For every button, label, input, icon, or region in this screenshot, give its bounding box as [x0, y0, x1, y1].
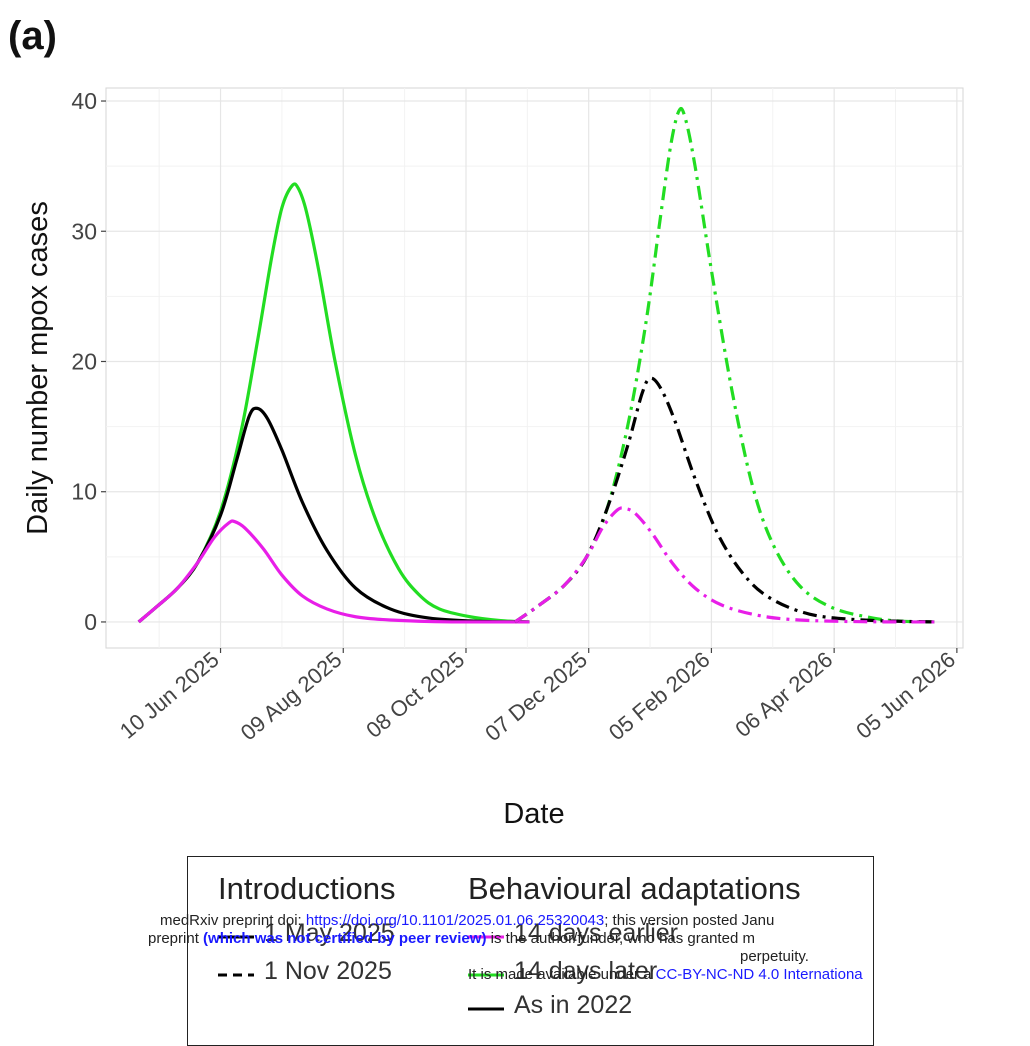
series-layer [137, 106, 935, 624]
x-tick-label: 08 Oct 2025 [361, 647, 469, 743]
y-tick-label: 20 [71, 348, 97, 374]
grid-minor [106, 88, 963, 648]
license-link[interactable]: CC-BY-NC-ND 4.0 Internationa [655, 966, 863, 983]
preprint-banner-line4: It is made available under a CC-BY-NC-ND… [468, 966, 1030, 983]
legend-key-later [468, 973, 504, 977]
legend-item-nov: 1 Nov 2025 [264, 957, 392, 985]
preprint-banner-line1: medRxiv preprint doi: https://doi.org/10… [160, 912, 1030, 929]
banner-text: medRxiv preprint doi: [160, 912, 306, 929]
legend-key-may [218, 935, 254, 939]
legend-item-earlier: 14 days earlier [514, 919, 678, 947]
y-tick-label: 40 [71, 88, 97, 114]
legend-item-may: 1 May 2025 [264, 919, 395, 947]
panel-label: (a) [8, 14, 57, 58]
banner-text: preprint [148, 930, 204, 947]
legend-item-2022: As in 2022 [514, 991, 633, 1019]
x-tick-label: 07 Dec 2025 [480, 647, 592, 746]
x-tick-label: 09 Aug 2025 [236, 647, 347, 746]
x-tick-label: 10 Jun 2025 [115, 647, 224, 744]
line-chart: 0 10 20 30 40 10 Jun 2025 09 Aug 2025 08 Oct 2… [22, 87, 964, 830]
x-tick-label: 05 Feb 2026 [604, 647, 715, 746]
doi-link[interactable]: https://doi.org/10.1101/2025.01.06.25320… [305, 912, 605, 929]
y-tick-label: 30 [71, 218, 97, 244]
y-axis: 0 10 20 30 40 [71, 88, 106, 635]
y-tick-label: 10 [71, 479, 97, 505]
plot-panel [105, 87, 964, 649]
series-line-1 [137, 519, 530, 624]
x-axis-label: Date [503, 798, 564, 830]
x-tick-label: 05 Jun 2026 [851, 647, 960, 744]
grid-major [106, 88, 963, 648]
legend-title-adaptations: Behavioural adaptations [468, 871, 801, 906]
x-axis: 10 Jun 2025 09 Aug 2025 08 Oct 2025 07 Dec … [115, 647, 960, 746]
preprint-banner-line2: preprint (which was not certified by pee… [148, 930, 1030, 947]
banner-text: It is made available under a [468, 966, 656, 983]
peer-review-notice: (which was not certified by peer review) [203, 930, 487, 947]
legend-key-nov [218, 973, 254, 977]
series-line-4 [514, 506, 935, 624]
legend-title-introductions: Introductions [218, 871, 396, 906]
y-tick-label: 0 [84, 609, 97, 635]
legend-key-earlier [468, 935, 504, 939]
preprint-banner-line3: perpetuity. [740, 948, 809, 965]
banner-text: is the author/funder, who has granted m [486, 930, 755, 947]
y-axis-label: Daily number mpox cases [22, 201, 54, 535]
legend-item-later: 14 days later [514, 957, 658, 985]
legend-key-2022 [468, 1007, 504, 1011]
banner-text: ; this version posted Janu [604, 912, 775, 929]
legend: Introductions Behavioural adaptations 1 … [187, 856, 874, 1046]
x-tick-label: 06 Apr 2026 [730, 647, 837, 742]
